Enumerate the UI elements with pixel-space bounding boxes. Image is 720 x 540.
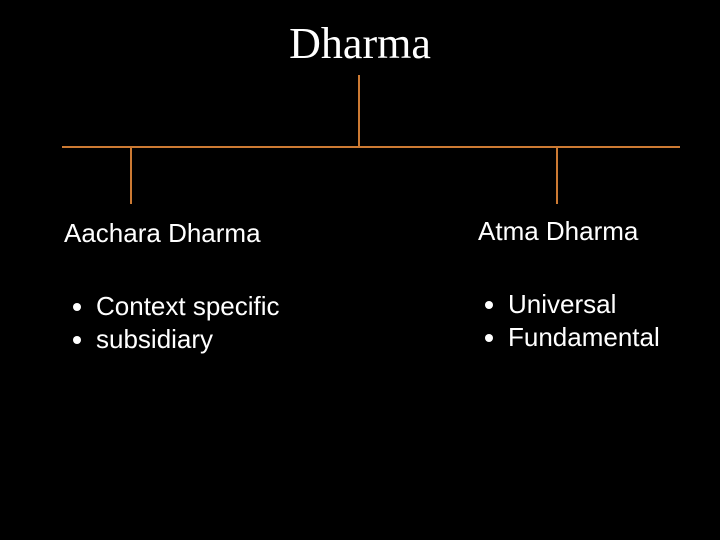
stem-line — [358, 75, 360, 146]
diagram-title: Dharma — [0, 18, 720, 69]
right-branch-bullets: Universal Fundamental — [472, 288, 660, 353]
right-drop-line — [556, 146, 558, 204]
horizontal-bar — [62, 146, 680, 148]
list-item: Context specific — [96, 290, 280, 323]
left-branch-bullets: Context specific subsidiary — [60, 290, 280, 355]
list-item: subsidiary — [96, 323, 280, 356]
left-branch-label: Aachara Dharma — [64, 218, 261, 249]
list-item: Universal — [508, 288, 660, 321]
right-branch-label: Atma Dharma — [478, 216, 638, 247]
left-drop-line — [130, 146, 132, 204]
list-item: Fundamental — [508, 321, 660, 354]
